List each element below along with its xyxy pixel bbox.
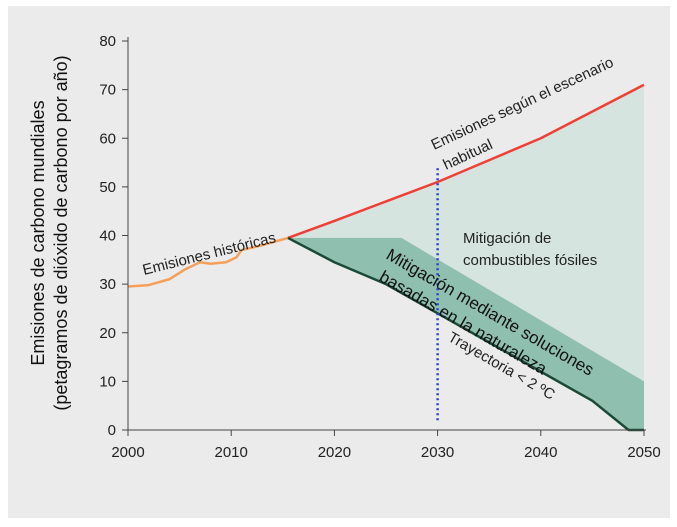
fossil-mitigation-area — [287, 84, 644, 382]
y-tick-label: 80 — [99, 33, 116, 50]
y-tick-label: 50 — [99, 179, 116, 196]
x-tick-label: 2000 — [111, 444, 144, 461]
below-2c-trajectory-line — [287, 236, 644, 432]
annotation-fossil-line2: combustibles fósiles — [463, 252, 597, 269]
y-tick-label: 10 — [99, 373, 116, 390]
lines-layer — [127, 83, 645, 432]
x-tick-label: 2020 — [318, 444, 351, 461]
areas-layer — [287, 84, 644, 430]
y-axis-label-line2: (petagramos de dióxido de carbono por añ… — [51, 55, 71, 410]
annotation-historical: Emisiones históricas — [141, 229, 278, 279]
y-tick-label: 0 — [108, 422, 116, 439]
business-as-usual-line — [287, 83, 645, 240]
y-tick-label: 30 — [99, 276, 116, 293]
x-tick-label: 2010 — [215, 444, 248, 461]
annotation-fossil-line1: Mitigación de — [463, 230, 551, 247]
historical-emissions-line — [127, 236, 289, 288]
y-axis-label-line1: Emisiones de carbono mundiales — [28, 100, 48, 365]
x-tick-label: 2040 — [524, 444, 557, 461]
y-tick-label: 20 — [99, 325, 116, 342]
nature-mitigation-area — [287, 237, 644, 430]
y-tick-label: 70 — [99, 82, 116, 99]
y-tick-label: 60 — [99, 130, 116, 147]
x-tick-label: 2030 — [421, 444, 454, 461]
x-tick-label: 2050 — [627, 444, 660, 461]
y-tick-label: 40 — [99, 228, 116, 245]
